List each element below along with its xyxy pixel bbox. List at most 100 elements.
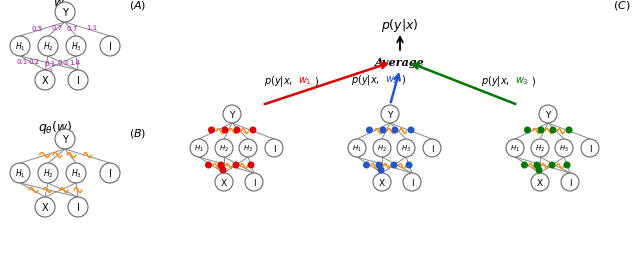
Text: $p(y|x,$: $p(y|x,$ (351, 73, 380, 87)
Circle shape (581, 139, 599, 157)
Text: $(B)$: $(B)$ (129, 126, 147, 139)
Text: I: I (273, 144, 275, 153)
Text: $H_2$: $H_2$ (219, 143, 229, 153)
Text: I: I (569, 178, 572, 187)
Circle shape (10, 37, 30, 57)
Circle shape (531, 139, 549, 157)
Circle shape (55, 130, 75, 149)
Text: I: I (253, 178, 255, 187)
Text: I: I (411, 178, 413, 187)
Circle shape (366, 127, 373, 134)
Circle shape (408, 127, 415, 134)
Text: Average: Average (375, 57, 425, 68)
Circle shape (539, 106, 557, 123)
Circle shape (220, 167, 227, 174)
Text: $H_3$: $H_3$ (243, 143, 253, 153)
Circle shape (406, 162, 413, 169)
Circle shape (250, 127, 257, 134)
Circle shape (215, 139, 233, 157)
Text: 0.7: 0.7 (51, 25, 63, 31)
Text: $)$: $)$ (401, 73, 406, 86)
Text: 0.1: 0.1 (44, 61, 56, 67)
Circle shape (248, 162, 255, 169)
Circle shape (373, 173, 391, 191)
Circle shape (218, 162, 225, 169)
Circle shape (363, 162, 370, 169)
Text: $H_3$: $H_3$ (559, 143, 569, 153)
Text: $w_3$: $w_3$ (515, 75, 529, 87)
Circle shape (506, 139, 524, 157)
Text: Y: Y (387, 110, 393, 119)
Text: I: I (431, 144, 433, 153)
Text: 1.1: 1.1 (86, 25, 98, 31)
Circle shape (521, 162, 528, 169)
Circle shape (348, 139, 366, 157)
Text: 1.4: 1.4 (69, 60, 81, 66)
Text: $w^*$: $w^*$ (52, 0, 71, 10)
Circle shape (390, 162, 397, 169)
Circle shape (245, 173, 263, 191)
Text: X: X (42, 202, 48, 212)
Text: 0.7: 0.7 (67, 26, 77, 32)
Text: $H_3$: $H_3$ (70, 167, 81, 180)
Circle shape (38, 163, 58, 183)
Text: $p(y|x)$: $p(y|x)$ (381, 17, 419, 33)
Circle shape (234, 127, 241, 134)
Text: I: I (109, 168, 111, 178)
Circle shape (397, 139, 415, 157)
Text: I: I (589, 144, 591, 153)
Text: I: I (77, 76, 79, 86)
Text: $H_1$: $H_1$ (194, 143, 204, 153)
Circle shape (538, 127, 545, 134)
Text: $(C)$: $(C)$ (613, 0, 631, 11)
Text: Y: Y (229, 110, 235, 119)
Text: $H_1$: $H_1$ (510, 143, 520, 153)
Text: $H_3$: $H_3$ (401, 143, 411, 153)
Text: 0.2: 0.2 (28, 59, 40, 65)
Text: 0.2: 0.2 (42, 69, 54, 75)
Text: X: X (42, 76, 48, 86)
Text: $H_1$: $H_1$ (15, 167, 26, 180)
Text: $H_2$: $H_2$ (43, 41, 53, 53)
Circle shape (380, 127, 387, 134)
Circle shape (208, 127, 215, 134)
Circle shape (403, 173, 421, 191)
Circle shape (239, 139, 257, 157)
Circle shape (68, 71, 88, 91)
Text: Y: Y (545, 110, 550, 119)
Circle shape (221, 127, 228, 134)
Text: X: X (221, 178, 227, 187)
Text: $)$: $)$ (314, 74, 319, 87)
Text: $H_2$: $H_2$ (377, 143, 387, 153)
Text: X: X (379, 178, 385, 187)
Text: X: X (537, 178, 543, 187)
Circle shape (265, 139, 283, 157)
Text: $H_2$: $H_2$ (43, 167, 53, 180)
Text: $p(y|x,$: $p(y|x,$ (481, 74, 509, 88)
Text: $w_1$: $w_1$ (298, 75, 312, 87)
Circle shape (566, 127, 573, 134)
Text: $(A)$: $(A)$ (129, 0, 147, 11)
Text: $w_2$: $w_2$ (385, 74, 399, 86)
Text: $H_1$: $H_1$ (15, 41, 26, 53)
Circle shape (376, 162, 383, 169)
Circle shape (55, 3, 75, 23)
Circle shape (10, 163, 30, 183)
Circle shape (378, 167, 385, 174)
Text: $H_2$: $H_2$ (535, 143, 545, 153)
Text: $q_{\theta}(w)$: $q_{\theta}(w)$ (38, 119, 72, 136)
Circle shape (232, 162, 239, 169)
Text: I: I (109, 42, 111, 52)
Circle shape (392, 127, 399, 134)
Circle shape (536, 167, 543, 174)
Text: $H_1$: $H_1$ (352, 143, 362, 153)
Text: 0.1: 0.1 (17, 59, 28, 65)
Circle shape (534, 162, 541, 169)
Circle shape (66, 37, 86, 57)
Text: Y: Y (62, 134, 68, 145)
Circle shape (550, 127, 557, 134)
Circle shape (563, 162, 570, 169)
Text: I: I (77, 202, 79, 212)
Circle shape (100, 37, 120, 57)
Circle shape (548, 162, 556, 169)
